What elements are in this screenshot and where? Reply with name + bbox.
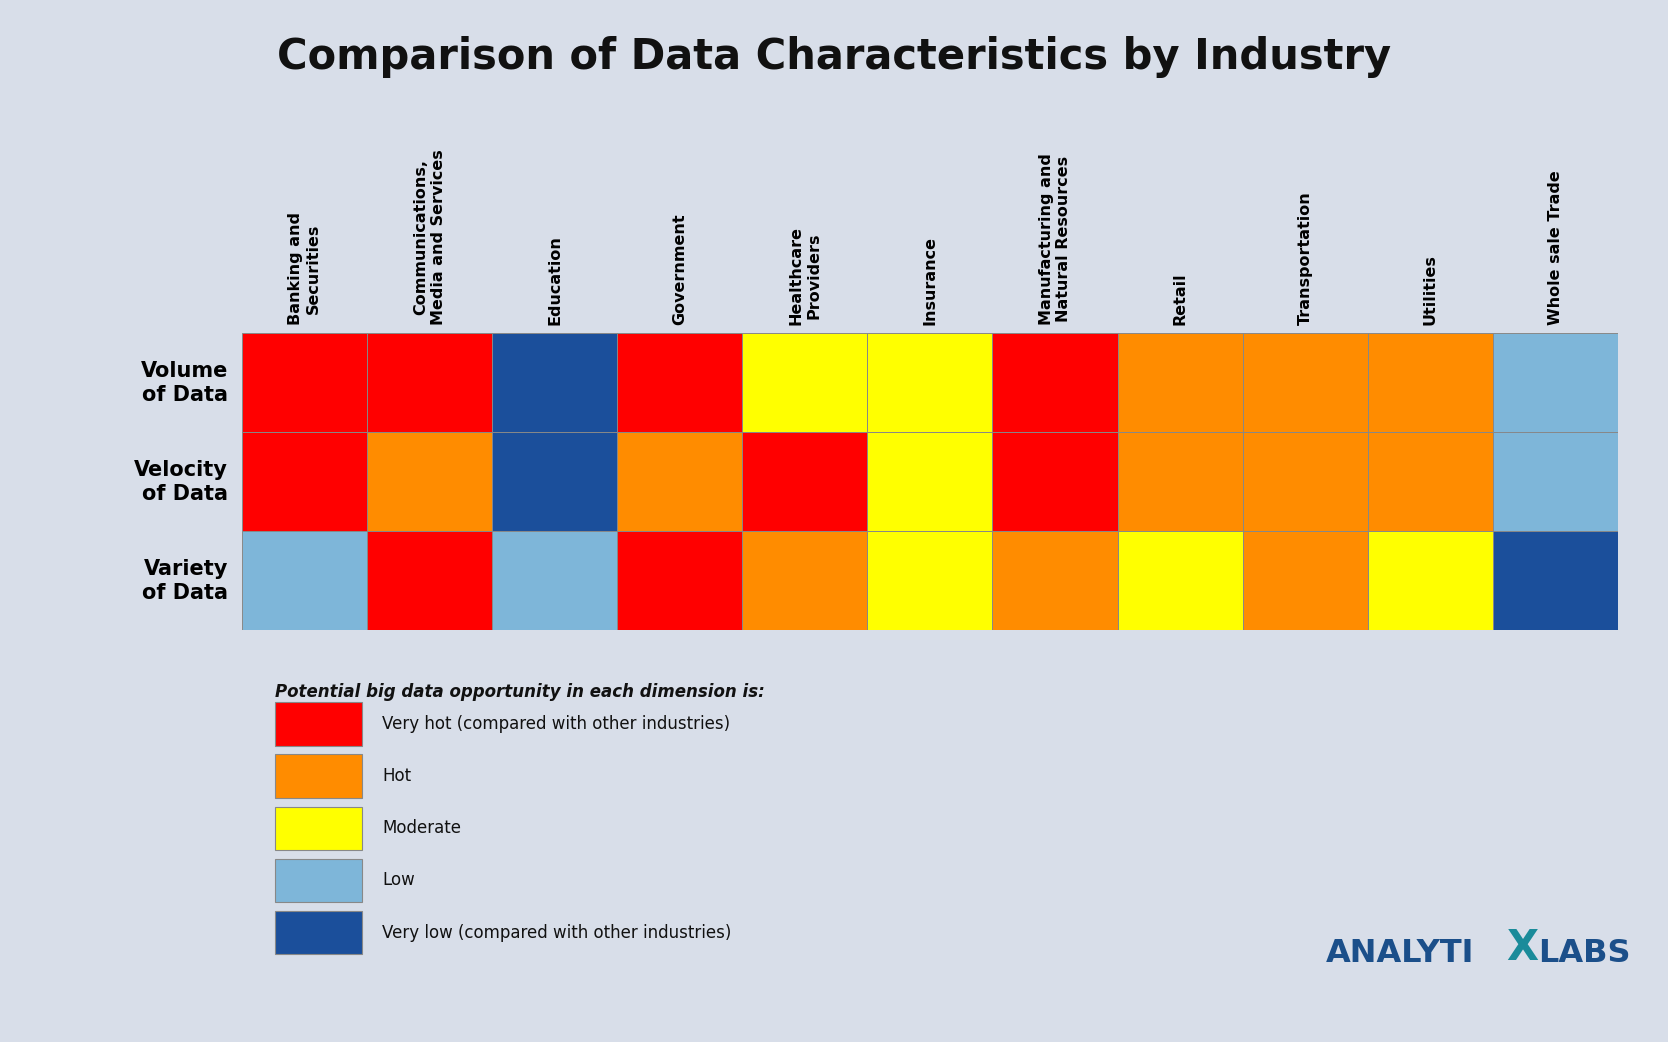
Bar bbox=[1368, 531, 1493, 630]
Bar bbox=[742, 333, 867, 432]
Text: Very low (compared with other industries): Very low (compared with other industries… bbox=[382, 923, 731, 942]
Text: Comparison of Data Characteristics by Industry: Comparison of Data Characteristics by In… bbox=[277, 36, 1391, 78]
Text: X: X bbox=[1506, 927, 1538, 969]
Bar bbox=[1118, 531, 1243, 630]
Bar bbox=[1118, 333, 1243, 432]
Bar bbox=[617, 333, 742, 432]
Bar bbox=[617, 432, 742, 531]
Bar bbox=[867, 333, 992, 432]
Bar bbox=[742, 531, 867, 630]
Bar bbox=[742, 432, 867, 531]
Bar bbox=[492, 531, 617, 630]
Text: Low: Low bbox=[382, 871, 415, 890]
Bar bbox=[492, 333, 617, 432]
Bar bbox=[492, 432, 617, 531]
Bar bbox=[992, 333, 1118, 432]
Bar bbox=[1368, 432, 1493, 531]
Bar bbox=[367, 531, 492, 630]
Bar bbox=[1243, 531, 1368, 630]
Bar bbox=[1243, 333, 1368, 432]
Bar bbox=[242, 333, 367, 432]
Bar bbox=[1368, 333, 1493, 432]
Text: Hot: Hot bbox=[382, 767, 410, 786]
Bar bbox=[242, 531, 367, 630]
Bar bbox=[1493, 531, 1618, 630]
Text: Very hot (compared with other industries): Very hot (compared with other industries… bbox=[382, 715, 731, 734]
Text: ANALYTI: ANALYTI bbox=[1326, 938, 1475, 969]
Bar bbox=[367, 333, 492, 432]
Bar bbox=[242, 432, 367, 531]
Bar bbox=[1118, 432, 1243, 531]
Text: Moderate: Moderate bbox=[382, 819, 460, 838]
Text: LABS: LABS bbox=[1538, 938, 1630, 969]
Bar bbox=[992, 531, 1118, 630]
Bar bbox=[867, 531, 992, 630]
Bar bbox=[992, 432, 1118, 531]
Text: Potential big data opportunity in each dimension is:: Potential big data opportunity in each d… bbox=[275, 683, 766, 700]
Bar bbox=[1493, 333, 1618, 432]
Bar bbox=[1493, 432, 1618, 531]
Bar bbox=[367, 432, 492, 531]
Bar bbox=[617, 531, 742, 630]
Bar bbox=[1243, 432, 1368, 531]
Bar bbox=[867, 432, 992, 531]
